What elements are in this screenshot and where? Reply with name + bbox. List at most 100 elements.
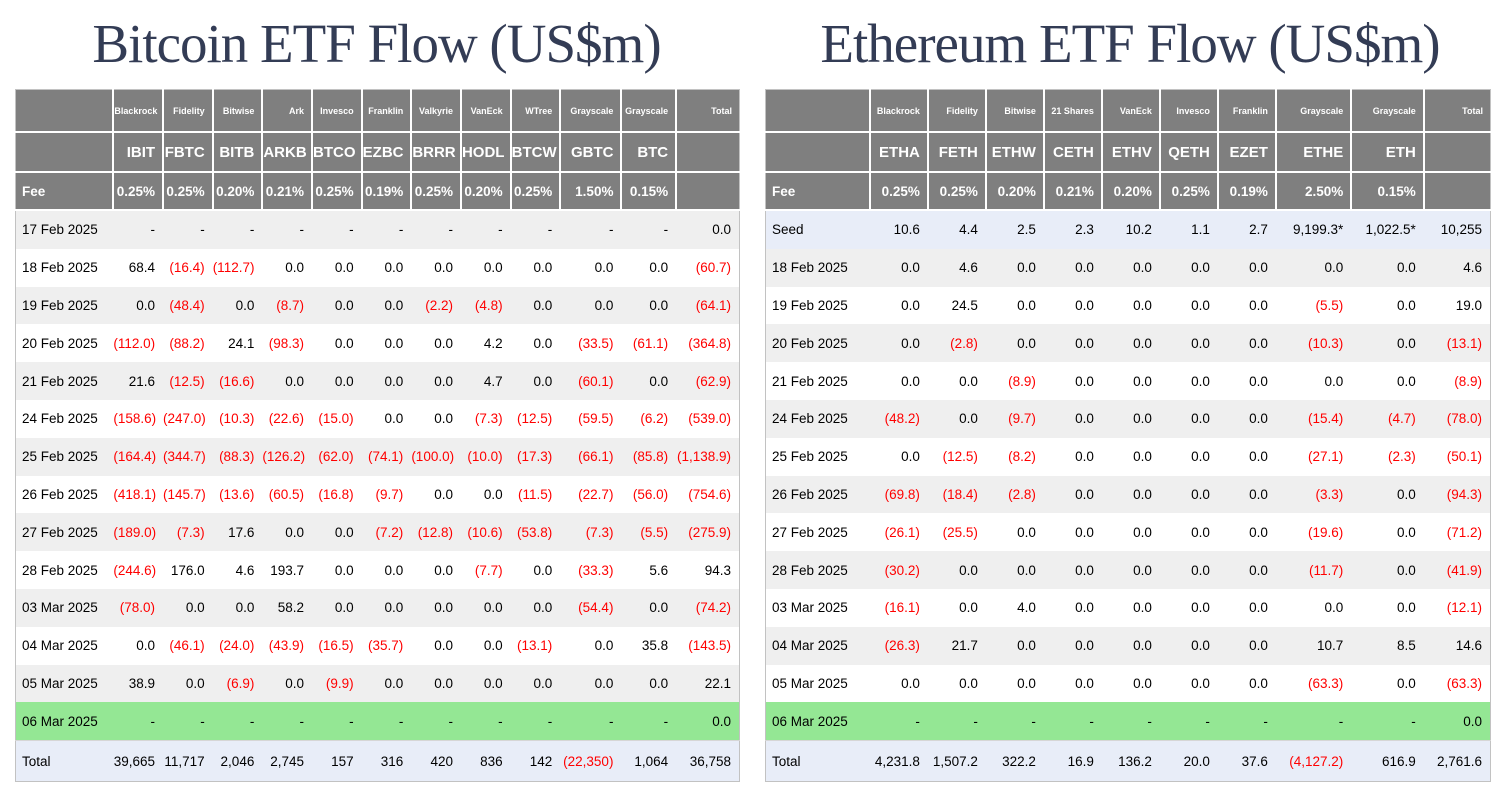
flow-value-cell: 0.0: [869, 248, 928, 287]
flow-value-cell: (112.0): [113, 324, 164, 363]
flow-row: 27 Feb 2025 (189.0) (7.3) 17.6 0.0 0.0 (7.2) (1…: [15, 513, 740, 552]
flow-value-cell: 0.0: [510, 362, 561, 400]
flow-value-cell: 4.2: [460, 324, 511, 363]
issuer-header: Grayscale: [1351, 89, 1425, 133]
flow-value-cell: 0.0: [1217, 324, 1276, 363]
flow-value-cell: 0.0: [1351, 286, 1424, 325]
flow-value-cell: 0.0: [621, 588, 677, 627]
date-cell: 03 Mar 2025: [765, 588, 870, 627]
flow-value-cell: 0.0: [361, 399, 412, 438]
flow-value-cell: (12.8): [411, 513, 461, 552]
issuer-header: WTree: [510, 89, 562, 133]
flow-value-cell: 0.0: [985, 248, 1044, 287]
flow-value-cell: (7.3): [460, 399, 511, 438]
flow-value-cell: 0.0: [985, 626, 1044, 665]
flow-value-cell: 0.0: [1217, 399, 1276, 438]
flow-value-cell: (27.1): [1275, 437, 1352, 476]
ticker-header: GBTC: [560, 132, 623, 173]
column-total-cell: 11,717: [163, 740, 213, 782]
flow-value-cell: (88.2): [163, 324, 213, 363]
total-row: Total 39,665 11,717 2,046 2,745 157 316 420 836 1…: [15, 740, 740, 782]
flow-value-cell: 2.5: [985, 210, 1044, 249]
flow-value-cell: 0.0: [460, 664, 511, 703]
flow-value-cell: 0.0: [1351, 551, 1424, 589]
flow-value-cell: -: [361, 702, 412, 741]
flow-value-cell: -: [560, 702, 622, 741]
flow-value-cell: 0.0: [361, 362, 412, 400]
flow-value-cell: 0.0: [560, 286, 622, 325]
column-total-cell: 2,046: [212, 740, 263, 782]
ethereum-table-title: Ethereum ETF Flow (US$m): [820, 13, 1440, 74]
row-total-value-cell: 19.0: [1423, 286, 1491, 325]
flow-value-cell: (17.3): [510, 437, 561, 476]
flow-value-cell: 0.0: [113, 626, 164, 665]
flow-value-cell: (158.6): [113, 399, 164, 438]
flow-value-cell: 0.0: [312, 362, 362, 400]
flow-row: 24 Feb 2025 (48.2) 0.0 (9.7) 0.0 0.0 0.0 0.0 (15…: [765, 399, 1491, 438]
flow-value-cell: 0.0: [411, 399, 461, 438]
column-total-cell: 322.2: [985, 740, 1044, 782]
flow-value-cell: 0.0: [212, 286, 263, 325]
flow-value-cell: 0.0: [312, 588, 362, 627]
flow-value-cell: 0.0: [212, 588, 263, 627]
flow-value-cell: 0.0: [1351, 324, 1424, 363]
issuer-header: Bitwise: [212, 89, 264, 133]
flow-value-cell: (2.8): [985, 475, 1044, 514]
row-total-value-cell: (60.7): [676, 248, 740, 287]
flow-value-cell: 0.0: [1217, 475, 1276, 514]
ticker-header: ETHA: [869, 132, 929, 173]
flow-value-cell: 0.0: [927, 399, 986, 438]
flow-value-cell: 4.6: [927, 248, 986, 287]
ticker-total-blank-cell: [676, 132, 740, 173]
flow-value-cell: -: [1043, 702, 1102, 741]
ticker-header: BITB: [212, 132, 264, 173]
flow-value-cell: (18.4): [927, 475, 986, 514]
flow-value-cell: 0.0: [411, 626, 461, 665]
issuer-header-row: Blackrock Fidelity Bitwise Ark Invesco Frankl…: [15, 89, 740, 133]
flow-value-cell: (78.0): [113, 588, 164, 627]
fee-value-cell: 0.15%: [621, 172, 678, 211]
flow-value-cell: 0.0: [163, 588, 213, 627]
ticker-header: EZBC: [361, 132, 413, 173]
grand-total-cell: 2,761.6: [1423, 740, 1491, 782]
column-total-cell: 420: [411, 740, 461, 782]
flow-value-cell: (13.6): [212, 475, 263, 514]
flow-value-cell: 4.0: [985, 588, 1044, 627]
flow-value-cell: (60.1): [560, 362, 622, 400]
flow-value-cell: 0.0: [1159, 324, 1218, 363]
flow-value-cell: -: [621, 210, 677, 249]
date-cell: 21 Feb 2025: [765, 362, 870, 400]
row-total-value-cell: (74.2): [676, 588, 740, 627]
flow-value-cell: (6.2): [621, 399, 677, 438]
flow-value-cell: (98.3): [262, 324, 312, 363]
flow-value-cell: 0.0: [262, 362, 312, 400]
date-cell: 04 Mar 2025: [15, 626, 114, 665]
flow-value-cell: 0.0: [1159, 362, 1218, 400]
column-total-cell: 2,745: [262, 740, 312, 782]
row-total-value-cell: (8.9): [1423, 362, 1491, 400]
issuer-header: Bitwise: [985, 89, 1045, 133]
flow-value-cell: 0.0: [927, 588, 986, 627]
flow-value-cell: 0.0: [312, 324, 362, 363]
ticker-header: ETHW: [985, 132, 1045, 173]
flow-value-cell: (8.2): [985, 437, 1044, 476]
flow-value-cell: 2.7: [1217, 210, 1276, 249]
column-total-cell: (22,350): [560, 740, 622, 782]
issuer-header: 21 Shares: [1043, 89, 1103, 133]
ethereum-panel: Ethereum ETF Flow (US$m) Blackrock Fideli…: [753, 0, 1507, 783]
flow-value-cell: 0.0: [361, 248, 412, 287]
flow-value-cell: 0.0: [1101, 513, 1160, 552]
flow-row: 03 Mar 2025 (16.1) 0.0 4.0 0.0 0.0 0.0 0.0 0.0 0.…: [765, 588, 1491, 627]
fee-value-cell: 0.25%: [312, 172, 363, 211]
flow-value-cell: (25.5): [927, 513, 986, 552]
date-cell: 20 Feb 2025: [15, 324, 114, 363]
flow-value-cell: (7.3): [163, 513, 213, 552]
flow-value-cell: 0.0: [560, 248, 622, 287]
flow-value-cell: 0.0: [869, 362, 928, 400]
flow-value-cell: 0.0: [1101, 664, 1160, 703]
flow-value-cell: -: [560, 210, 622, 249]
flow-value-cell: 0.0: [1217, 513, 1276, 552]
flow-value-cell: 0.0: [361, 324, 412, 363]
flow-value-cell: (5.5): [1275, 286, 1352, 325]
issuer-header: Grayscale: [621, 89, 678, 133]
